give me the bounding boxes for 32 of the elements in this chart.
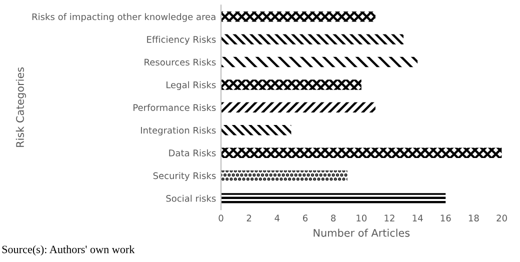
x-tick-label: 0	[218, 214, 224, 222]
bar	[221, 193, 446, 204]
y-tick-label: Social risks	[166, 194, 216, 202]
bar	[221, 148, 502, 158]
x-tick-label: 14	[412, 214, 423, 222]
x-tick-label: 10	[356, 214, 367, 222]
x-tick-label: 18	[468, 214, 479, 222]
x-tick-label: 4	[274, 214, 280, 222]
y-tick-label: Resources Risks	[144, 58, 216, 66]
x-tick-label: 8	[331, 214, 336, 222]
x-tick-label: 2	[246, 214, 252, 222]
y-tick-label: Integration Risks	[140, 126, 216, 136]
y-tick-label: Security Risks	[153, 172, 216, 181]
bar	[221, 11, 376, 22]
bar	[221, 80, 362, 90]
bar	[221, 102, 376, 113]
bar	[221, 125, 292, 136]
x-tick-label: 12	[384, 214, 394, 222]
x-tick-label: 16	[440, 214, 451, 222]
bar	[221, 56, 418, 68]
x-tick-label: 20	[496, 214, 507, 222]
x-axis-title: Number of Articles	[314, 228, 410, 237]
bar	[221, 34, 404, 44]
y-tick-label: Legal Risks	[166, 81, 216, 90]
y-axis-title: Risk Categories	[16, 67, 26, 147]
bar	[221, 170, 348, 181]
y-tick-label: Performance Risks	[134, 104, 216, 111]
x-tick-label: 6	[303, 214, 308, 222]
y-tick-label: Risks of impacting other knowledge area	[32, 13, 216, 22]
y-tick-label: Data Risks	[169, 149, 216, 156]
source-note: Source(s): Authors' own work	[2, 245, 135, 256]
y-tick-label: Efficiency Risks	[147, 36, 216, 45]
